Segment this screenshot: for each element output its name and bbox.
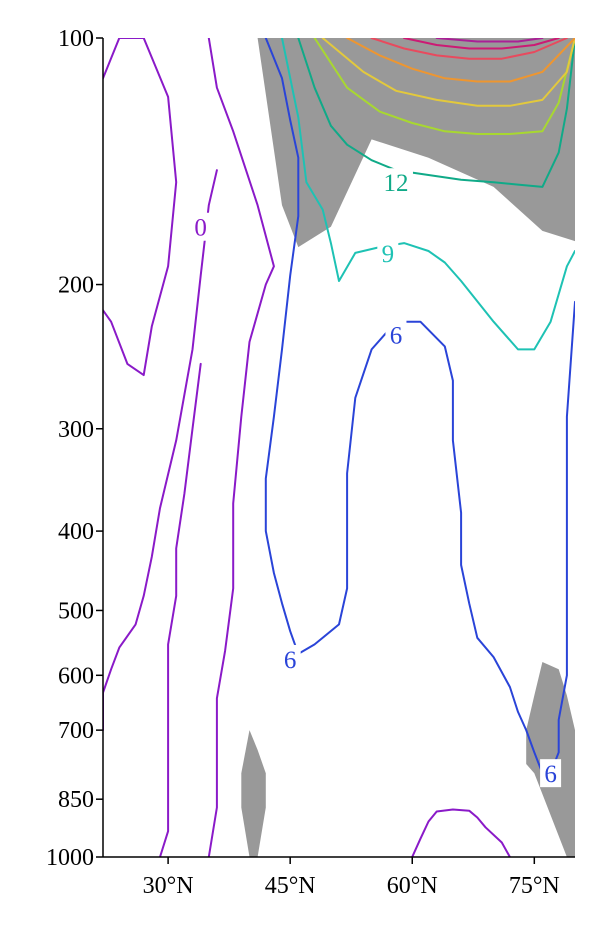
contour-line-27-0	[403, 38, 560, 50]
y-tick-label: 300	[58, 417, 94, 443]
contour-line-15-0	[313, 38, 575, 135]
contour-line-18-0	[321, 38, 575, 107]
y-tick-label: 100	[58, 26, 94, 52]
contour-label-bg	[540, 759, 562, 788]
contour-label-bg	[385, 320, 407, 349]
contour-label-bg	[190, 212, 212, 241]
contour-label: 12	[383, 170, 408, 197]
contour-line-0-3	[207, 38, 275, 857]
y-tick-label: 400	[58, 519, 94, 545]
contour-line-0-2	[159, 362, 202, 857]
contour-label-bg	[377, 238, 399, 267]
x-tick-label: 45°N	[265, 873, 316, 899]
contour-label: 6	[390, 322, 403, 349]
y-tick-label: 200	[58, 273, 94, 299]
contour-label-bg	[378, 168, 413, 197]
contour-labels: 0 12 9 6 6 6	[190, 168, 562, 788]
contour-label: 0	[194, 215, 207, 242]
contour-label: 9	[382, 241, 395, 268]
y-tick-label: 700	[58, 718, 94, 744]
y-tick-label: 850	[58, 787, 94, 813]
x-tick-label: 75°N	[509, 873, 560, 899]
contour-label: 6	[544, 761, 557, 788]
x-tick-label: 30°N	[143, 873, 194, 899]
contour-line-24-0	[370, 38, 568, 60]
contour-line-0-0	[103, 38, 178, 377]
y-tick-label: 600	[58, 663, 94, 689]
left-low-shading	[241, 730, 266, 857]
contour-line-0-4	[411, 808, 511, 857]
contour-line-0-1	[103, 169, 218, 732]
contour-line-12-0	[297, 38, 575, 188]
contour-label: 6	[284, 647, 297, 674]
upper-right-shading	[257, 38, 575, 248]
contour-line-21-0	[346, 38, 575, 83]
contour-label-bg	[279, 644, 301, 673]
y-tick-label: 1000	[46, 845, 94, 871]
contour-line-9-0	[281, 38, 575, 351]
y-tick-label: 500	[58, 598, 94, 624]
axes: 100 200 300 400 500 600 700 850 1000 30°N 45°N 60°N…	[46, 26, 575, 899]
contour-line-30-0	[435, 38, 544, 43]
x-tick-label: 60°N	[387, 873, 438, 899]
